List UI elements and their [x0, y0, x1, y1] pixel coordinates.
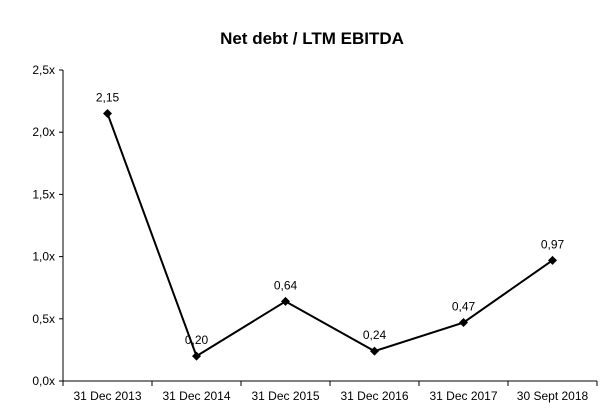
data-point-marker [548, 255, 557, 265]
x-tick-label: 31 Dec 2017 [429, 389, 497, 403]
x-tick-label: 31 Dec 2013 [73, 389, 141, 403]
data-label: 0,47 [452, 300, 476, 314]
x-tick-label: 30 Sept 2018 [517, 389, 589, 403]
y-tick-label: 2,0x [32, 125, 55, 139]
series-line [106, 113, 554, 358]
y-tick-label: 1,0x [32, 250, 55, 264]
y-tick-label: 0,5x [32, 312, 55, 326]
plot-area: 2,15 0,20 0,64 0,24 0,47 0,97 [96, 91, 565, 361]
data-label: 0,64 [274, 278, 298, 292]
data-point-marker [370, 346, 379, 356]
chart-title: Net debt / LTM EBITDA [220, 29, 404, 48]
data-point-marker [459, 318, 468, 328]
axes: 0,0x 0,5x 1,0x 1,5x 2,0x 2,5x 31 Dec 2013 31 De… [32, 63, 598, 403]
data-point-marker [192, 351, 201, 361]
data-label: 0,97 [541, 237, 565, 251]
data-label: 0,24 [363, 328, 387, 342]
y-tick-label: 1,5x [32, 187, 55, 201]
x-tick-label: 31 Dec 2016 [340, 389, 408, 403]
data-point-marker [103, 109, 112, 119]
x-tick-label: 31 Dec 2014 [162, 389, 230, 403]
y-tick-label: 2,5x [32, 63, 55, 77]
x-tick-label: 31 Dec 2015 [251, 389, 319, 403]
y-tick-label: 0,0x [32, 374, 55, 388]
data-label: 0,20 [185, 333, 209, 347]
data-point-marker [281, 296, 290, 306]
data-label: 2,15 [96, 91, 120, 105]
